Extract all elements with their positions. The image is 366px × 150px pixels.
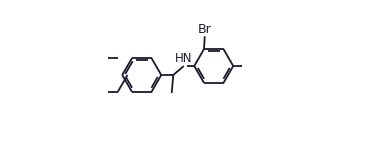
Text: Br: Br (198, 23, 212, 36)
Text: HN: HN (175, 52, 193, 65)
